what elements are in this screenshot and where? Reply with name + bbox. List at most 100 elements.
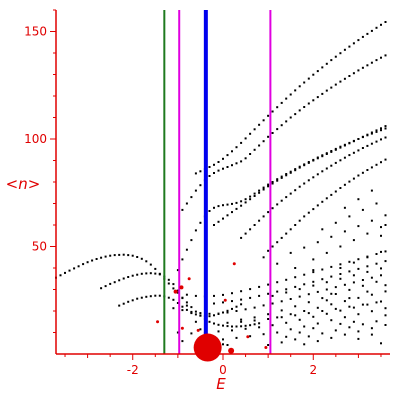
data-point: [298, 295, 301, 298]
data-point: [190, 239, 193, 242]
data-point: [343, 156, 346, 159]
data-point: [348, 326, 351, 329]
data-point: [104, 255, 107, 258]
data-point: [59, 274, 62, 277]
data-point: [321, 297, 324, 300]
data-point: [235, 162, 238, 165]
data-point: [312, 271, 315, 274]
data-point: [375, 262, 378, 265]
data-point: [348, 75, 351, 77]
data-point: [316, 70, 319, 73]
data-point: [253, 195, 256, 197]
data-point: [298, 185, 301, 188]
data-point: [217, 312, 220, 315]
data-point: [249, 288, 252, 291]
data-point: [267, 344, 270, 346]
data-point: [321, 92, 324, 95]
data-point: [366, 144, 369, 147]
data-point: [330, 275, 333, 278]
data-point: [289, 171, 292, 174]
data-point: [370, 131, 373, 134]
data-point: [370, 333, 373, 336]
data-point: [375, 130, 378, 133]
data-point: [249, 198, 252, 201]
data-point: [357, 198, 360, 201]
data-point: [104, 285, 107, 288]
data-point: [199, 184, 202, 187]
data-point: [154, 267, 157, 270]
data-point: [298, 219, 301, 222]
data-point: [312, 327, 315, 330]
data-point: [334, 190, 337, 193]
data-point: [352, 274, 355, 277]
data-point: [276, 128, 279, 131]
data-point: [361, 135, 364, 138]
data-point: [280, 199, 283, 202]
data-point: [339, 146, 342, 149]
data-point: [375, 280, 378, 283]
data-point: [375, 320, 378, 323]
data-point: [303, 182, 306, 185]
data-point: [380, 161, 382, 164]
data-point: [370, 166, 373, 169]
data-point: [222, 204, 224, 207]
data-point: [127, 254, 130, 257]
data-point: [384, 158, 387, 161]
data-point: [240, 320, 243, 323]
data-point: [370, 132, 373, 135]
data-point: [343, 316, 346, 319]
data-point: [190, 332, 193, 335]
data-point: [253, 316, 256, 319]
data-point: [244, 232, 247, 235]
data-point: [185, 248, 188, 251]
data-point: [190, 196, 193, 199]
data-point: [226, 154, 229, 157]
data-point: [172, 287, 175, 290]
data-point: [176, 331, 179, 334]
data-point: [289, 170, 292, 173]
data-point: [289, 328, 292, 331]
data-point: [357, 39, 360, 42]
data-point: [316, 290, 319, 293]
data-point: [330, 86, 333, 89]
data-point: [208, 166, 211, 168]
data-point: [276, 316, 279, 319]
data-point: [131, 254, 134, 257]
data-point: [321, 155, 324, 158]
data-point: [267, 313, 270, 316]
data-point: [352, 177, 355, 180]
data-point: [357, 149, 360, 152]
data-point: [64, 271, 66, 274]
data-point: [276, 331, 279, 334]
y-tick-label: 100: [24, 132, 47, 146]
data-point: [352, 306, 355, 309]
data-point: [271, 181, 274, 183]
data-point: [244, 324, 247, 327]
data-point: [380, 138, 382, 141]
data-point: [343, 333, 346, 336]
data-point: [316, 322, 319, 325]
data-point: [321, 332, 324, 335]
data-point: [208, 312, 211, 315]
data-point: [303, 106, 306, 108]
data-point: [222, 324, 224, 327]
data-point: [384, 125, 387, 128]
data-point: [240, 325, 243, 328]
data-point: [181, 309, 184, 312]
data-point: [258, 144, 261, 147]
data-point: [271, 207, 274, 210]
data-point: [235, 207, 238, 210]
data-point: [199, 314, 202, 317]
data-point: [330, 59, 333, 62]
data-point: [357, 69, 360, 72]
y-tick-label: 150: [24, 25, 47, 39]
data-point: [361, 147, 364, 149]
data-point: [325, 62, 328, 65]
data-point: [131, 274, 134, 277]
data-point: [131, 299, 134, 302]
data-point: [375, 163, 378, 166]
data-point: [240, 204, 243, 207]
data-point: [289, 313, 292, 316]
data-point: [258, 189, 261, 192]
data-point: [384, 290, 387, 293]
